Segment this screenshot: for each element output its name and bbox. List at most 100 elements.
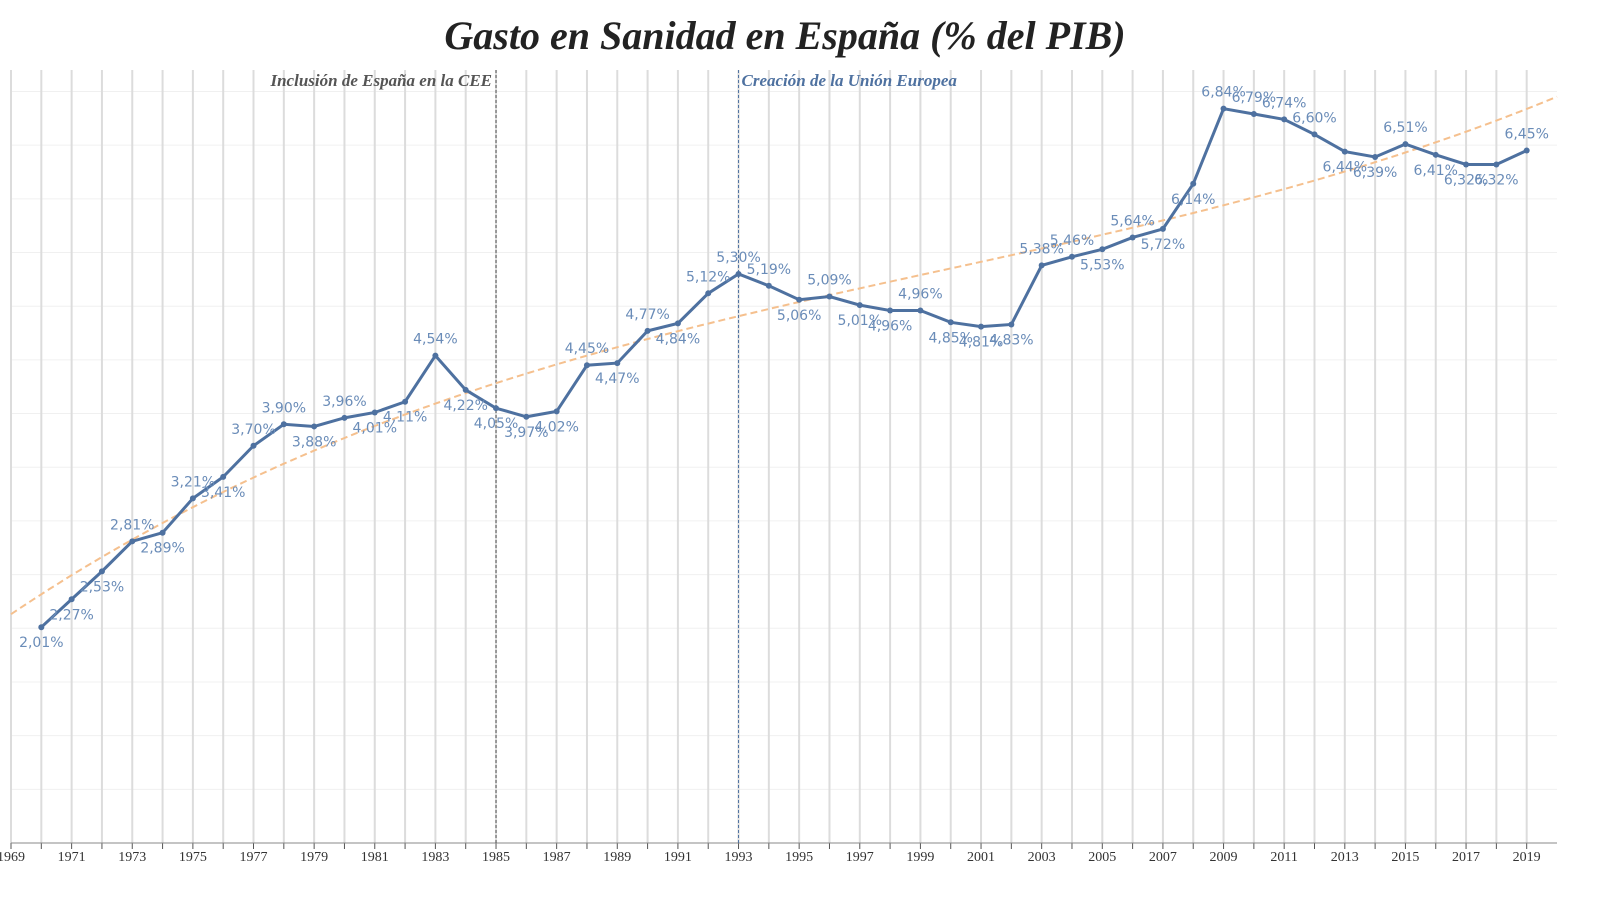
point xyxy=(1402,141,1409,148)
point xyxy=(98,568,105,575)
point xyxy=(1523,147,1530,154)
point xyxy=(1038,262,1045,269)
point xyxy=(765,282,772,289)
x-tick-label: 1989 xyxy=(603,850,631,865)
value-label: 5,06% xyxy=(777,308,821,324)
value-label: 6,74% xyxy=(1262,95,1306,111)
point xyxy=(1008,321,1015,328)
value-label: 4,81% xyxy=(959,335,1003,351)
point xyxy=(887,307,894,314)
x-tick-label: 1997 xyxy=(846,850,874,865)
value-label: 6,45% xyxy=(1504,127,1548,143)
x-tick-label: 2003 xyxy=(1028,850,1056,865)
point xyxy=(371,409,378,416)
value-label: 4,11% xyxy=(383,410,427,426)
x-tick-label: 1983 xyxy=(421,850,449,865)
point xyxy=(1068,253,1075,260)
point xyxy=(1341,148,1348,155)
x-tick-label: 2009 xyxy=(1210,850,1238,865)
point xyxy=(856,302,863,309)
value-label: 4,05% xyxy=(474,416,518,432)
point xyxy=(68,596,75,603)
point xyxy=(917,307,924,314)
value-label: 4,96% xyxy=(868,318,912,334)
annotation-text: Inclusión de España en la CEE xyxy=(269,71,492,90)
value-label: 6,44% xyxy=(1323,160,1367,176)
value-label: 5,64% xyxy=(1110,213,1154,229)
value-label: 2,01% xyxy=(19,635,63,651)
value-label: 2,27% xyxy=(49,607,93,623)
value-label: 2,81% xyxy=(110,517,154,533)
point xyxy=(129,538,136,545)
point xyxy=(796,296,803,303)
value-label: 4,96% xyxy=(898,286,942,302)
point xyxy=(1129,234,1136,241)
x-tick-label: 1987 xyxy=(543,850,571,865)
point xyxy=(493,405,500,412)
value-label: 6,84% xyxy=(1201,85,1245,101)
x-tick-label: 1993 xyxy=(725,850,753,865)
point xyxy=(947,319,954,326)
point xyxy=(220,473,227,480)
value-label: 6,32% xyxy=(1474,172,1518,188)
point xyxy=(614,360,621,367)
point xyxy=(826,293,833,300)
point xyxy=(250,442,257,449)
point xyxy=(1493,161,1500,168)
point xyxy=(674,320,681,327)
point xyxy=(159,529,166,536)
point xyxy=(1190,180,1197,187)
point xyxy=(1159,225,1166,232)
value-label: 6,32% xyxy=(1444,172,1488,188)
value-label: 5,19% xyxy=(747,262,791,278)
value-label: 4,85% xyxy=(928,330,972,346)
value-label: 4,01% xyxy=(353,420,397,436)
x-tick-label: 1969 xyxy=(0,850,25,865)
value-label: 6,39% xyxy=(1353,165,1397,181)
value-label: 5,46% xyxy=(1050,233,1094,249)
point xyxy=(1281,116,1288,123)
value-label: 3,88% xyxy=(292,434,336,450)
point xyxy=(1311,131,1318,138)
value-label: 6,51% xyxy=(1383,120,1427,136)
point xyxy=(553,408,560,415)
line xyxy=(40,106,1528,629)
value-label: 5,72% xyxy=(1141,237,1185,253)
annotation-text: Creación de la Unión Europea xyxy=(742,71,958,90)
x-tick-label: 1981 xyxy=(361,850,389,865)
point xyxy=(341,414,348,421)
point xyxy=(311,423,318,430)
point xyxy=(705,290,712,297)
point xyxy=(523,413,530,420)
x-tick-label: 1991 xyxy=(664,850,692,865)
point xyxy=(583,362,590,369)
value-label: 5,09% xyxy=(807,273,851,289)
x-tick-label: 2019 xyxy=(1513,850,1541,865)
x-tick-label: 1977 xyxy=(240,850,268,865)
point xyxy=(1220,105,1227,112)
value-label: 4,22% xyxy=(443,398,487,414)
point xyxy=(644,327,651,334)
x-tick-label: 2001 xyxy=(967,850,995,865)
point xyxy=(978,323,985,330)
x-tick-label: 1975 xyxy=(179,850,207,865)
value-label: 4,83% xyxy=(989,332,1033,348)
value-label: 3,70% xyxy=(231,422,275,438)
point xyxy=(1250,111,1257,118)
value-label: 4,45% xyxy=(565,341,609,357)
point xyxy=(1099,246,1106,253)
value-label: 2,53% xyxy=(80,579,124,595)
value-label: 6,79% xyxy=(1232,90,1276,106)
point xyxy=(1372,153,1379,160)
x-tick-label: 2011 xyxy=(1270,850,1297,865)
value-label: 5,38% xyxy=(1019,241,1063,257)
x-tick-label: 1971 xyxy=(58,850,86,865)
value-label: 5,01% xyxy=(838,313,882,329)
value-label: 4,47% xyxy=(595,371,639,387)
value-label: 5,12% xyxy=(686,269,730,285)
value-label: 6,14% xyxy=(1171,192,1215,208)
x-tick-label: 1985 xyxy=(482,850,510,865)
point xyxy=(1432,151,1439,158)
chart-title: Gasto en Sanidad en España (% del PIB) xyxy=(444,13,1125,58)
